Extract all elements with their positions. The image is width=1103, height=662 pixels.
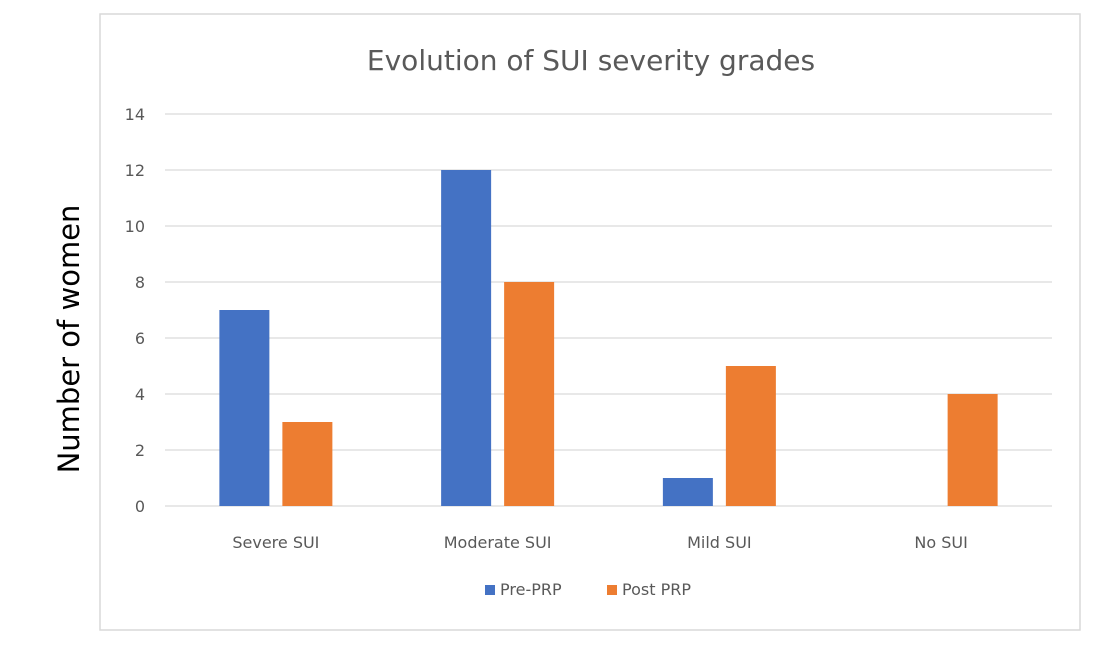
legend: Pre-PRP Post PRP <box>485 580 691 599</box>
y-tick-label: 10 <box>125 217 145 236</box>
y-tick-label: 2 <box>135 441 145 460</box>
legend-label: Pre-PRP <box>500 580 562 599</box>
bar <box>504 282 555 506</box>
x-axis-ticks: Severe SUI Moderate SUI Mild SUI No SUI <box>232 533 968 552</box>
bar <box>662 478 713 506</box>
x-tick-label: Mild SUI <box>687 533 752 552</box>
y-tick-label: 12 <box>125 161 145 180</box>
y-tick-label: 14 <box>125 105 145 124</box>
legend-label: Post PRP <box>622 580 691 599</box>
bar <box>725 366 776 506</box>
x-tick-label: No SUI <box>914 533 967 552</box>
legend-swatch <box>607 585 617 595</box>
chart-title: Evolution of SUI severity grades <box>367 44 815 77</box>
y-tick-label: 8 <box>135 273 145 292</box>
y-axis-ticks: 0 2 4 6 8 10 12 14 <box>125 105 145 516</box>
legend-swatch <box>485 585 495 595</box>
bars <box>219 170 998 506</box>
bar <box>441 170 492 506</box>
x-tick-label: Moderate SUI <box>444 533 552 552</box>
bar <box>219 310 270 506</box>
y-tick-label: 0 <box>135 497 145 516</box>
x-tick-label: Severe SUI <box>232 533 319 552</box>
y-axis-label: Number of women <box>52 205 86 474</box>
y-tick-label: 4 <box>135 385 145 404</box>
bar <box>282 422 333 506</box>
bar <box>947 394 998 506</box>
y-tick-label: 6 <box>135 329 145 348</box>
